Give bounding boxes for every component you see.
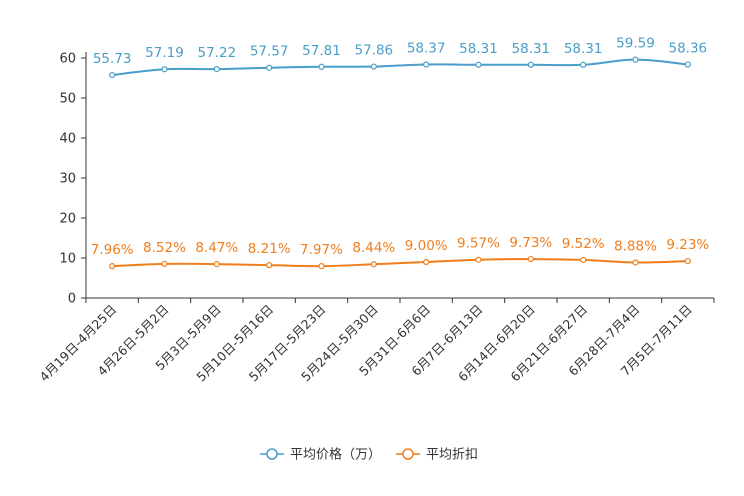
y-tick-label: 60 (59, 52, 76, 67)
data-label: 8.44% (352, 240, 395, 256)
data-point (684, 257, 691, 265)
data-point (213, 261, 220, 268)
data-point (475, 61, 482, 68)
data-point (213, 66, 220, 73)
data-label: 58.36 (669, 41, 708, 57)
legend-label: 平均价格（万） (290, 447, 381, 463)
y-tick-label: 0 (68, 292, 76, 307)
data-label: 9.52% (562, 236, 605, 252)
legend-marker (402, 448, 414, 460)
data-label: 7.96% (91, 242, 134, 258)
data-label: 58.31 (512, 41, 551, 57)
legend-label: 平均折扣 (426, 448, 478, 463)
y-tick-label: 40 (59, 132, 76, 147)
data-label: 9.23% (666, 237, 709, 253)
data-point (475, 256, 482, 263)
data-point (684, 61, 691, 68)
data-label: 8.88% (614, 238, 657, 254)
data-point (161, 66, 168, 73)
data-point (527, 61, 534, 68)
data-label: 8.21% (248, 241, 291, 257)
data-label: 9.57% (457, 236, 500, 252)
data-label: 8.52% (143, 240, 186, 256)
data-point (632, 56, 639, 63)
y-tick-label: 20 (59, 212, 76, 227)
data-point (370, 63, 377, 70)
data-point (109, 263, 116, 270)
data-label: 58.31 (564, 41, 603, 57)
data-point (423, 61, 430, 68)
data-label: 58.31 (459, 41, 498, 57)
data-point (423, 258, 430, 266)
data-label: 59.59 (616, 36, 655, 52)
data-label: 58.37 (407, 41, 446, 57)
data-point (318, 63, 325, 70)
data-label: 9.00% (405, 238, 448, 254)
data-point (580, 256, 587, 264)
data-point (370, 261, 377, 268)
data-point (580, 61, 587, 68)
y-tick-label: 50 (59, 92, 76, 107)
data-label: 55.73 (93, 51, 132, 67)
y-tick-label: 10 (59, 252, 76, 267)
data-point (109, 71, 116, 79)
data-point (632, 259, 639, 266)
data-point (161, 260, 168, 268)
series-line (112, 258, 688, 268)
data-point (266, 262, 273, 269)
data-label: 57.22 (198, 45, 237, 61)
data-label: 57.57 (250, 44, 289, 60)
data-point (266, 64, 273, 71)
series-line (112, 58, 688, 77)
data-label: 57.19 (145, 45, 184, 61)
data-point (318, 263, 325, 270)
data-label: 7.97% (300, 242, 343, 258)
data-label: 9.73% (509, 235, 552, 251)
data-label: 57.81 (302, 43, 341, 59)
data-point (527, 255, 534, 263)
data-label: 8.47% (195, 240, 238, 256)
data-label: 57.86 (355, 43, 394, 59)
y-tick-label: 30 (59, 172, 76, 187)
legend-marker (266, 448, 278, 460)
